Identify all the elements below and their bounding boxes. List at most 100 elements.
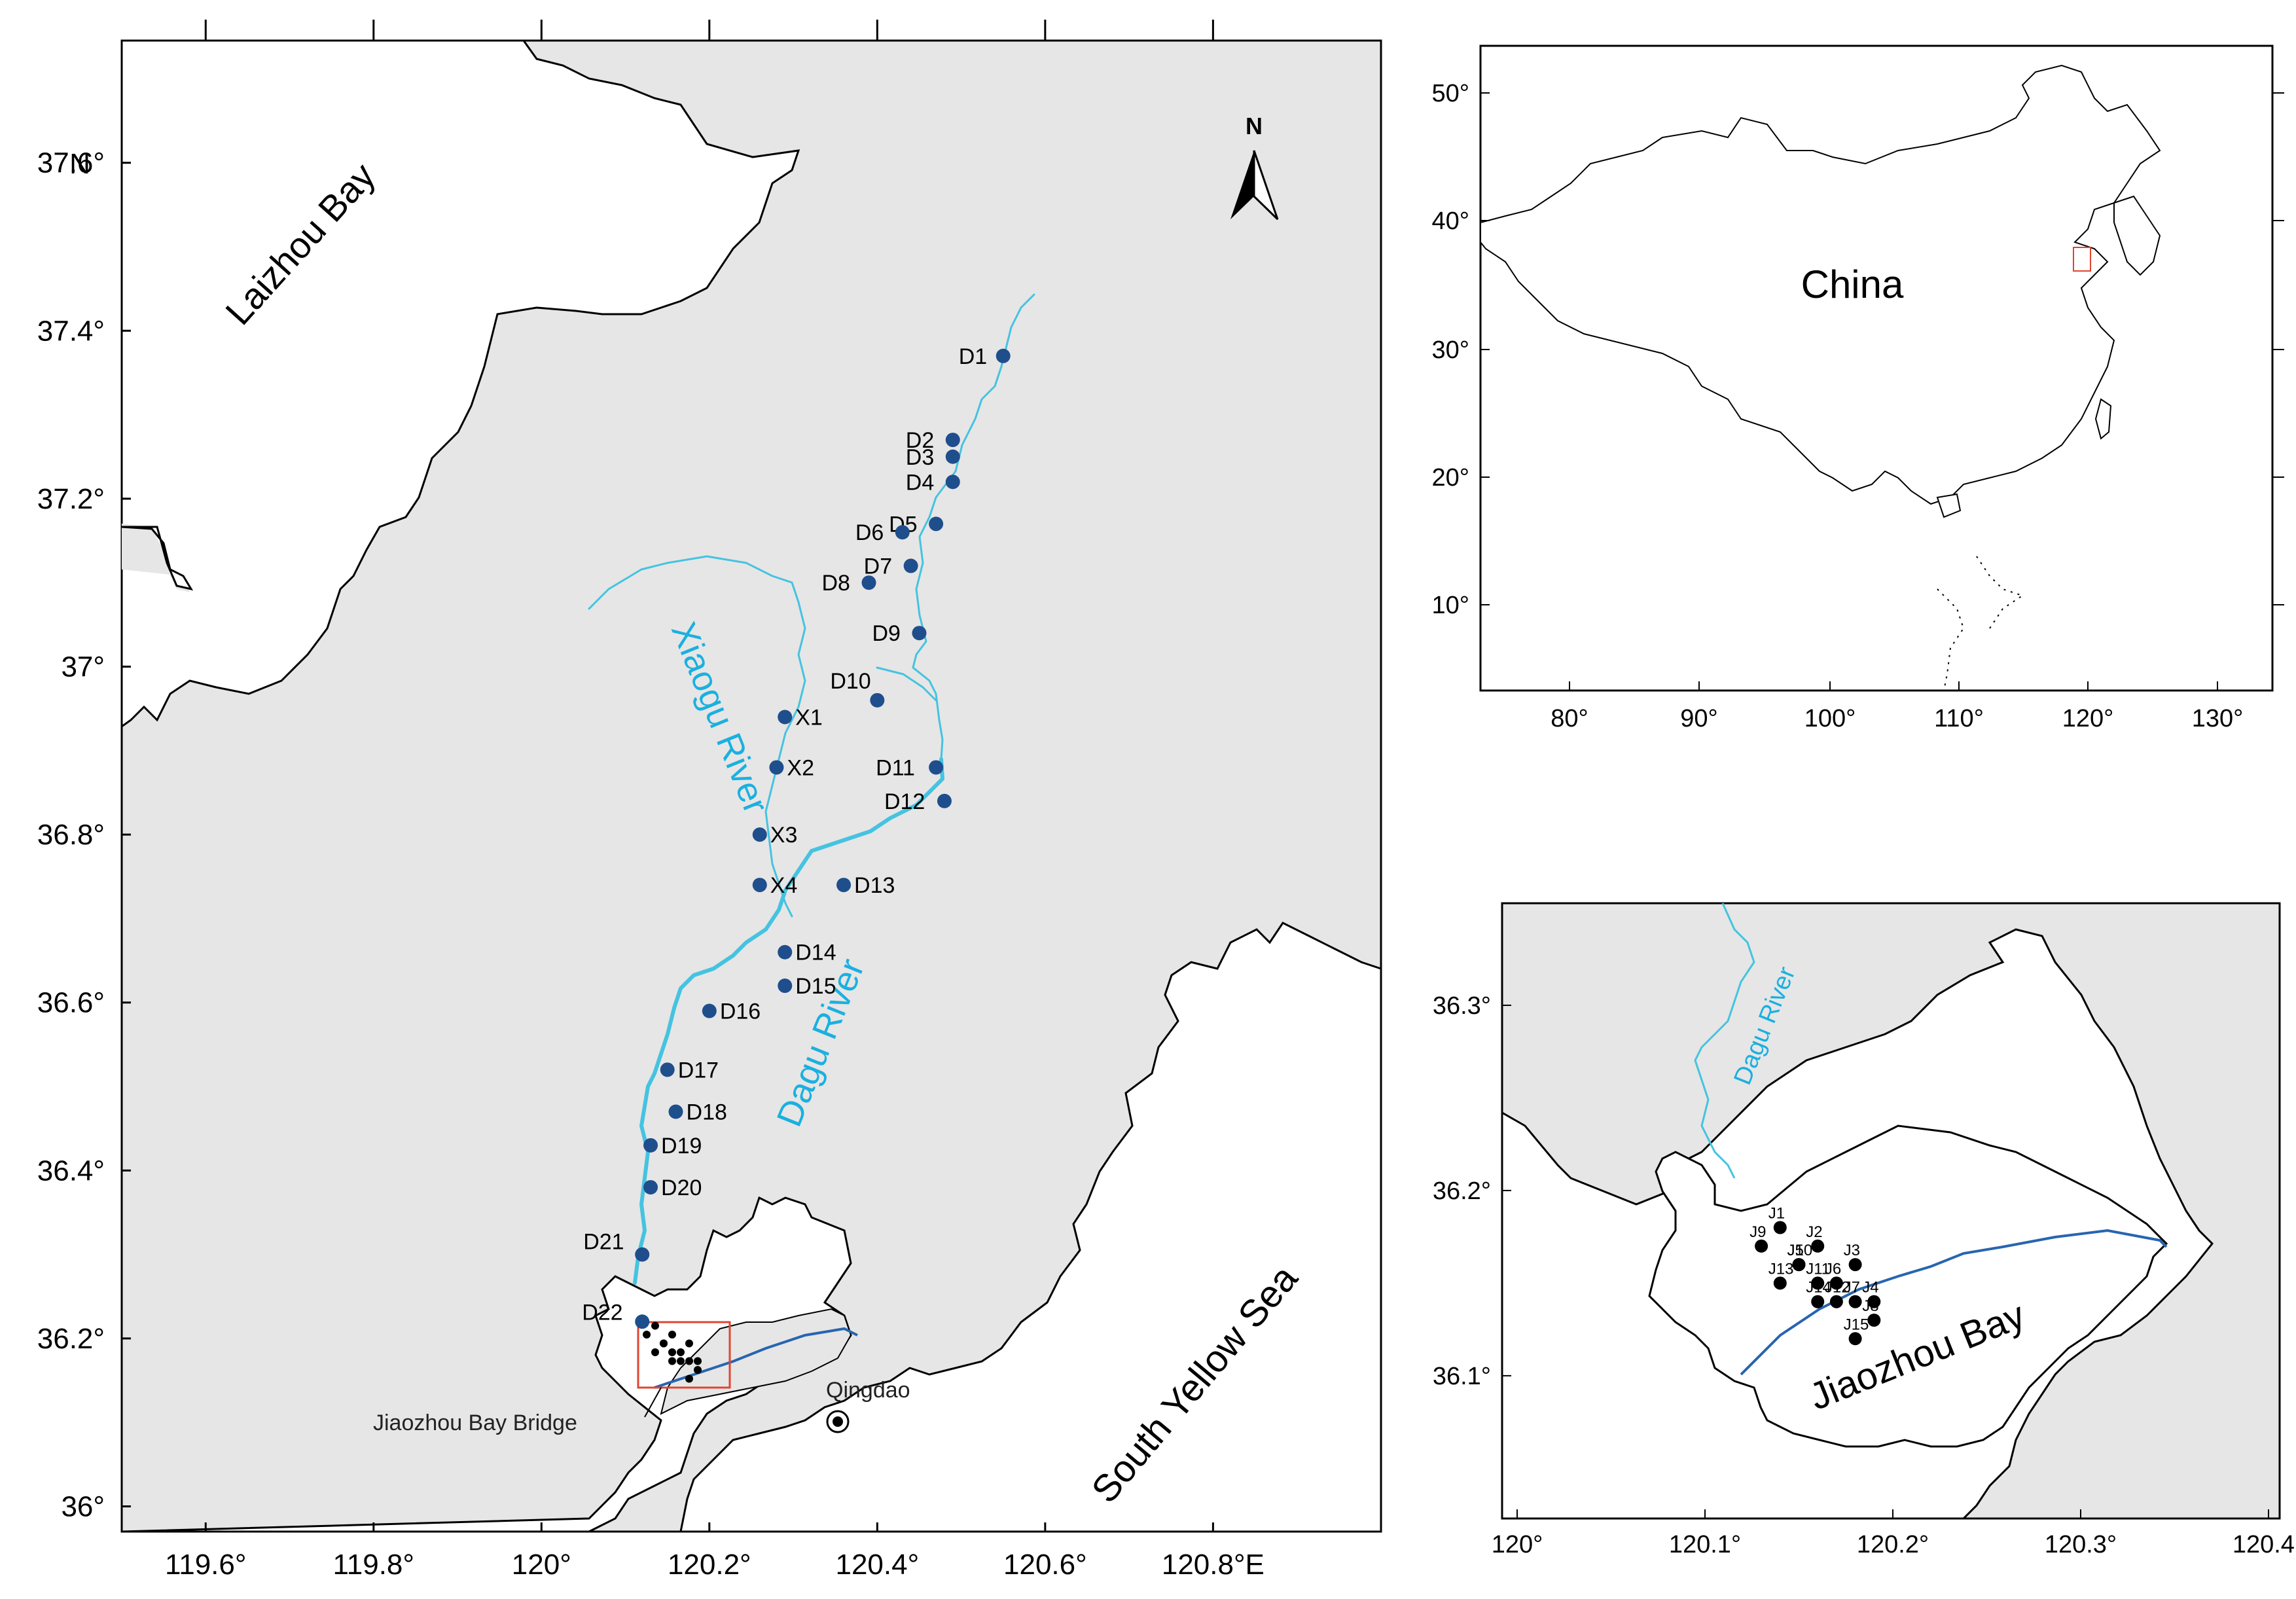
- china-lat-tick-label: 30°: [1432, 336, 1469, 364]
- north-arrow: N: [1230, 113, 1279, 221]
- dagu-tributary: [876, 666, 937, 702]
- station-d19-label: D19: [661, 1134, 702, 1159]
- station-d18-label: D18: [687, 1100, 727, 1125]
- main-lat-tick-label: 37.2°: [37, 483, 105, 515]
- main-lon-tick-label: 120°: [512, 1549, 571, 1581]
- station-d11-label: D11: [876, 755, 915, 780]
- bay-station-j9-label: J9: [1749, 1223, 1766, 1241]
- main-lat-tick-label: 36.4°: [37, 1155, 105, 1187]
- bay-station-j15-label: J15: [1844, 1316, 1869, 1333]
- station-d16-dot: [702, 1003, 717, 1018]
- bay-lon-tick-label: 120.1°: [1669, 1531, 1741, 1558]
- station-d10-label: D10: [830, 669, 870, 694]
- north-arrow-label: N: [1246, 113, 1263, 139]
- china-lat-tick-label: 40°: [1432, 207, 1469, 235]
- bay-station-j6-dot: [1829, 1276, 1843, 1290]
- station-d5-dot: [929, 516, 944, 531]
- station-d2-dot: [945, 433, 960, 448]
- china-lon-tick-label: 110°: [1934, 705, 1984, 732]
- south-sea-islands: [1937, 556, 2024, 691]
- bay-station-j7-dot: [1848, 1295, 1862, 1308]
- bay-station-j14-dot: [1811, 1295, 1825, 1308]
- station-x2-dot: [769, 760, 784, 775]
- bay-station-j8-dot: [1867, 1314, 1881, 1327]
- main-lat-axis: 37.6° 37.4° 37.2° 37° 36.8° 36.6° 36.4° 36.2° 36…: [37, 147, 131, 1523]
- station-d14-dot: [778, 944, 793, 960]
- bay-station-j11-label: J11: [1806, 1260, 1830, 1278]
- jiaozhou-bay-bridge: [654, 1327, 858, 1389]
- bay-locator-frame: [637, 1321, 731, 1389]
- station-d20-label: D20: [661, 1176, 702, 1200]
- station-d9-label: D9: [872, 621, 900, 646]
- bay-station-j7-label: J7: [1844, 1279, 1860, 1297]
- china-lon-tick-label: 130°: [2192, 705, 2244, 732]
- station-d1-label: D1: [959, 344, 987, 369]
- main-bay-station-j11-dot: [668, 1348, 676, 1356]
- station-d12-label: D12: [884, 789, 925, 814]
- dagu-river-mid: [912, 666, 944, 761]
- qingdao-marker: [826, 1410, 850, 1433]
- qingdao-land: [679, 922, 1382, 1533]
- station-d2-label: D2: [906, 428, 934, 453]
- bay-inset-water: [1648, 1124, 2168, 1448]
- bay-station-j4-label: J4: [1862, 1279, 1878, 1297]
- station-d4-dot: [945, 475, 960, 490]
- bay-station-j1-label: J1: [1768, 1205, 1785, 1223]
- main-lat-tick-label: 37.6°: [37, 147, 105, 179]
- station-x1-label: X1: [795, 705, 823, 730]
- main-bay-station-j13-dot: [651, 1348, 659, 1356]
- station-d17-label: D17: [678, 1058, 719, 1083]
- main-lon-tick-label: 119.6°: [165, 1549, 246, 1581]
- bay-station-j4-dot: [1867, 1295, 1881, 1308]
- china-lon-tick-label: 120°: [2062, 705, 2114, 732]
- main-bay-station-j15-dot: [685, 1374, 693, 1383]
- bay-lat-tick-label: 36.1°: [1433, 1363, 1491, 1390]
- main-bay-station-j8-dot: [694, 1366, 702, 1374]
- station-x4-dot: [752, 878, 767, 893]
- station-d18-dot: [668, 1104, 683, 1119]
- bay-lon-tick-label: 120.4°: [2233, 1531, 2296, 1558]
- main-lat-tick-label: 37°: [61, 651, 105, 683]
- main-bay-station-j6-dot: [677, 1348, 685, 1356]
- station-d13-dot: [836, 878, 852, 893]
- xiaogu-river: [588, 555, 806, 918]
- main-lon-tick-label: 119.8°: [333, 1549, 414, 1581]
- main-bay-station-j4-dot: [694, 1357, 702, 1365]
- bay-station-j5-label: J5: [1787, 1242, 1804, 1259]
- station-d16-label: D16: [720, 999, 761, 1024]
- station-d7-label: D7: [864, 554, 892, 579]
- main-bay-dot-layer: [643, 1321, 702, 1383]
- station-d3-dot: [945, 449, 960, 464]
- china-lon-axis: 80° 90° 100° 110° 120° 130°: [1551, 681, 2243, 732]
- laizhou-peninsula: [121, 526, 194, 591]
- main-bay-station-j10-dot: [660, 1339, 668, 1348]
- bay-lat-tick-label: 36.2°: [1433, 1177, 1491, 1205]
- station-d1-dot: [996, 348, 1011, 363]
- bay-station-j11-dot: [1811, 1276, 1825, 1290]
- bay-inset-panel: Dagu River Jiaozhou Bay J1J2J3J4J5J6J7J8…: [1433, 902, 2296, 1558]
- station-x3-dot: [752, 827, 767, 842]
- main-lon-axis: 119.6° 119.8° 120° 120.2° 120.4° 120.6° 120.8°…: [165, 20, 1265, 1581]
- main-bay-station-j2-dot: [668, 1331, 676, 1338]
- bay-station-j3-dot: [1848, 1258, 1862, 1272]
- station-d11-dot: [929, 760, 944, 775]
- china-lat-tick-label: 50°: [1432, 80, 1469, 107]
- bay-lat-axis: 36.3° 36.2° 36.1°: [1433, 992, 1511, 1390]
- station-d14-label: D14: [795, 941, 836, 965]
- station-d19-dot: [643, 1138, 658, 1153]
- jiaozhou-land: [121, 1196, 852, 1533]
- bay-station-j8-label: J8: [1862, 1297, 1878, 1315]
- main-bay-station-j9-dot: [643, 1331, 651, 1338]
- station-d15-label: D15: [795, 974, 836, 999]
- station-d6-dot: [895, 525, 910, 540]
- station-x2-label: X2: [787, 755, 814, 780]
- china-lat-axis: 50° 40° 30° 20° 10°: [1432, 80, 2284, 619]
- bay-lat-tick-label: 36.3°: [1433, 992, 1491, 1020]
- main-bay-station-j1-dot: [651, 1321, 659, 1330]
- station-d8-dot: [861, 575, 876, 590]
- main-lat-tick-label: 36.2°: [37, 1323, 105, 1355]
- main-bay-station-j12-dot: [677, 1357, 685, 1365]
